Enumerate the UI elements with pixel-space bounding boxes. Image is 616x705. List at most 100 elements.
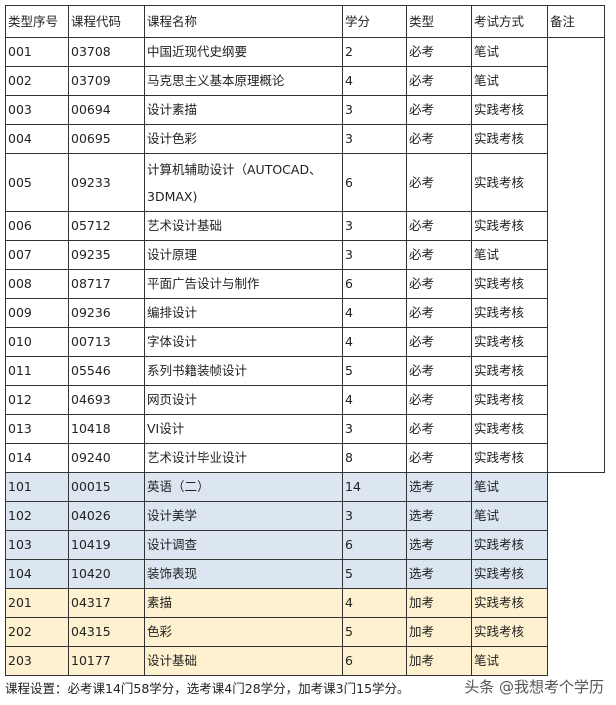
table-cell: 09240 (68, 443, 145, 473)
header-cell: 类型 (406, 5, 472, 38)
table-cell: 实践考核 (471, 211, 548, 241)
table-cell: 104 (5, 559, 69, 589)
empty-cell (548, 531, 605, 560)
table-cell: 102 (5, 501, 69, 531)
table-cell: 04693 (68, 385, 145, 415)
table-cell: 013 (5, 414, 69, 444)
table-cell: 008 (5, 269, 69, 299)
table-cell: 03709 (68, 66, 145, 96)
table-row: 001 03708 中国近现代史纲要 2 必考 笔试 (5, 37, 605, 473)
table-cell: 设计素描 (144, 95, 343, 125)
table-cell: 色彩 (144, 617, 343, 647)
table-cell: 04315 (68, 617, 145, 647)
table-cell: 实践考核 (471, 95, 548, 125)
table-cell: 003 (5, 95, 69, 125)
table-cell: 00695 (68, 124, 145, 154)
table-cell: 05712 (68, 211, 145, 241)
table-cell: 5 (342, 617, 407, 647)
table-cell: 必考 (406, 95, 472, 125)
table-cell: 实践考核 (471, 530, 548, 560)
table-cell: 010 (5, 327, 69, 357)
table-cell: 设计原理 (144, 240, 343, 270)
header-cell: 学分 (342, 5, 407, 38)
table-cell: 实践考核 (471, 385, 548, 415)
table-row: 005 09233 计算机辅助设计（AUTOCAD、3DMAX) 6 必考 实践考核 (5, 153, 605, 212)
table-cell: 编排设计 (144, 298, 343, 328)
table-cell: 设计基础 (144, 646, 343, 676)
empty-cell (548, 647, 605, 676)
table-cell: 加考 (406, 588, 472, 618)
table-cell: 实践考核 (471, 443, 548, 473)
table-row: 203 10177 设计基础 6 加考 笔试 (5, 646, 605, 676)
table-cell: 05546 (68, 356, 145, 386)
table-cell: 002 (5, 66, 69, 96)
table-cell: 014 (5, 443, 69, 473)
table-cell: 3 (342, 211, 407, 241)
table-cell: 加考 (406, 646, 472, 676)
table-cell: 011 (5, 356, 69, 386)
empty-cell (548, 473, 605, 502)
table-cell: 4 (342, 385, 407, 415)
table-cell: 素描 (144, 588, 343, 618)
table-cell: 设计色彩 (144, 124, 343, 154)
empty-cell (548, 502, 605, 531)
table-row: 012 04693 网页设计 4 必考 实践考核 (5, 385, 605, 415)
table-cell: 选考 (406, 501, 472, 531)
table-cell: 007 (5, 240, 69, 270)
table-cell: 3 (342, 95, 407, 125)
empty-cell (548, 618, 605, 647)
table-cell: 必考 (406, 356, 472, 386)
table-cell: 加考 (406, 617, 472, 647)
table-cell: 实践考核 (471, 414, 548, 444)
table-cell: 选考 (406, 530, 472, 560)
table-cell: 中国近现代史纲要 (144, 37, 343, 67)
table-cell: 设计调查 (144, 530, 343, 560)
table-cell: 012 (5, 385, 69, 415)
table-cell: 必考 (406, 414, 472, 444)
table-cell: 实践考核 (471, 298, 548, 328)
table-cell: 3 (342, 414, 407, 444)
table-cell: 6 (342, 153, 407, 212)
table-cell: 实践考核 (471, 617, 548, 647)
table-row: 013 10418 VI设计 3 必考 实践考核 (5, 414, 605, 444)
table-cell: 艺术设计基础 (144, 211, 343, 241)
table-cell: 6 (342, 269, 407, 299)
table-cell: 4 (342, 298, 407, 328)
table-cell: 必考 (406, 298, 472, 328)
table-cell: 103 (5, 530, 69, 560)
table-row: 009 09236 编排设计 4 必考 实践考核 (5, 298, 605, 328)
table-cell: 00694 (68, 95, 145, 125)
table-cell: 系列书籍装帧设计 (144, 356, 343, 386)
table-row: 011 05546 系列书籍装帧设计 5 必考 实践考核 (5, 356, 605, 386)
table-cell: 选考 (406, 559, 472, 589)
table-cell: 04317 (68, 588, 145, 618)
table-cell: 英语（二） (144, 472, 343, 502)
table-row: 004 00695 设计色彩 3 必考 实践考核 (5, 124, 605, 154)
table-cell: 08717 (68, 269, 145, 299)
table-cell: 实践考核 (471, 559, 548, 589)
table-cell: VI设计 (144, 414, 343, 444)
table-cell: 4 (342, 588, 407, 618)
table-cell: 必考 (406, 153, 472, 212)
table-cell: 09236 (68, 298, 145, 328)
table-cell: 14 (342, 472, 407, 502)
header-cell: 考试方式 (471, 5, 548, 38)
watermark: 头条 @我想考个学历 (464, 678, 604, 696)
course-table: 类型序号 课程代码 课程名称 学分 类型 考试方式 备注 001 03708 中国近现代史纲要 2 必… (5, 5, 605, 676)
table-cell: 计算机辅助设计（AUTOCAD、3DMAX) (144, 153, 343, 212)
table-cell: 6 (342, 530, 407, 560)
header-cell: 类型序号 (5, 5, 69, 38)
table-row: 102 04026 设计美学 3 选考 笔试 (5, 501, 605, 531)
table-cell: 3 (342, 124, 407, 154)
table-cell: 网页设计 (144, 385, 343, 415)
table-cell: 203 (5, 646, 69, 676)
table-cell: 09233 (68, 153, 145, 212)
header-row: 类型序号 课程代码 课程名称 学分 类型 考试方式 备注 (5, 5, 605, 38)
table-cell: 10177 (68, 646, 145, 676)
table-cell: 设计美学 (144, 501, 343, 531)
table-cell: 4 (342, 66, 407, 96)
table-cell: 00713 (68, 327, 145, 357)
table-cell: 005 (5, 153, 69, 212)
table-row: 104 10420 装饰表现 5 选考 实践考核 (5, 559, 605, 589)
